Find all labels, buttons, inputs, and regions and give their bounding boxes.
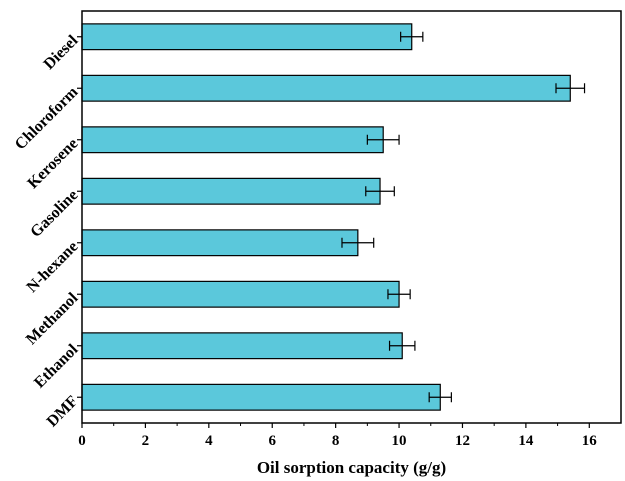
category-label-ethanol: Ethanol <box>31 341 82 392</box>
category-label-gasoline: Gasoline <box>27 187 81 241</box>
x-tick-label: 16 <box>582 433 598 449</box>
category-label-diesel: Diesel <box>41 32 82 73</box>
bar-gasoline <box>81 177 381 205</box>
x-axis-title: Oil sorption capacity (g/g) <box>257 458 446 477</box>
bar-methanol <box>81 280 400 308</box>
bar-diesel <box>81 23 413 51</box>
x-tick-label: 6 <box>268 433 276 449</box>
error-bar-chloroform <box>555 83 586 94</box>
category-label-dmf: DMF <box>44 392 82 430</box>
x-tick-label: 8 <box>332 433 340 449</box>
bar-dmf <box>81 383 441 411</box>
error-bar-dmf <box>428 392 452 403</box>
error-bar-kerosene <box>366 134 400 145</box>
x-tick-label: 10 <box>392 433 407 449</box>
category-labels: DieselChloroformKeroseneGasolineN-hexane… <box>12 32 82 431</box>
bar-kerosene <box>81 126 384 154</box>
x-tick-label: 2 <box>142 433 150 449</box>
x-tick-label: 0 <box>78 433 86 449</box>
bar-chloroform <box>81 74 571 102</box>
error-bar-n-hexane <box>341 237 375 248</box>
y-axis-ticks <box>77 36 82 398</box>
bar-n-hexane <box>81 229 359 257</box>
error-bar-ethanol <box>388 340 416 351</box>
error-bars-layer <box>341 31 586 403</box>
plot-frame <box>81 10 622 424</box>
x-axis-ticks: 0 2 4 6 8 10 12 14 16 <box>78 423 597 449</box>
bar-ethanol <box>81 332 403 360</box>
error-bar-diesel <box>400 31 424 42</box>
error-bar-gasoline <box>365 186 395 197</box>
bars-layer <box>81 23 571 411</box>
error-bar-methanol <box>387 289 411 300</box>
category-label-n-hexane: N-hexane <box>24 238 82 296</box>
category-label-methanol: Methanol <box>23 289 82 348</box>
x-tick-label: 4 <box>205 433 213 449</box>
x-tick-label: 14 <box>518 433 534 449</box>
x-tick-label: 12 <box>455 433 470 449</box>
